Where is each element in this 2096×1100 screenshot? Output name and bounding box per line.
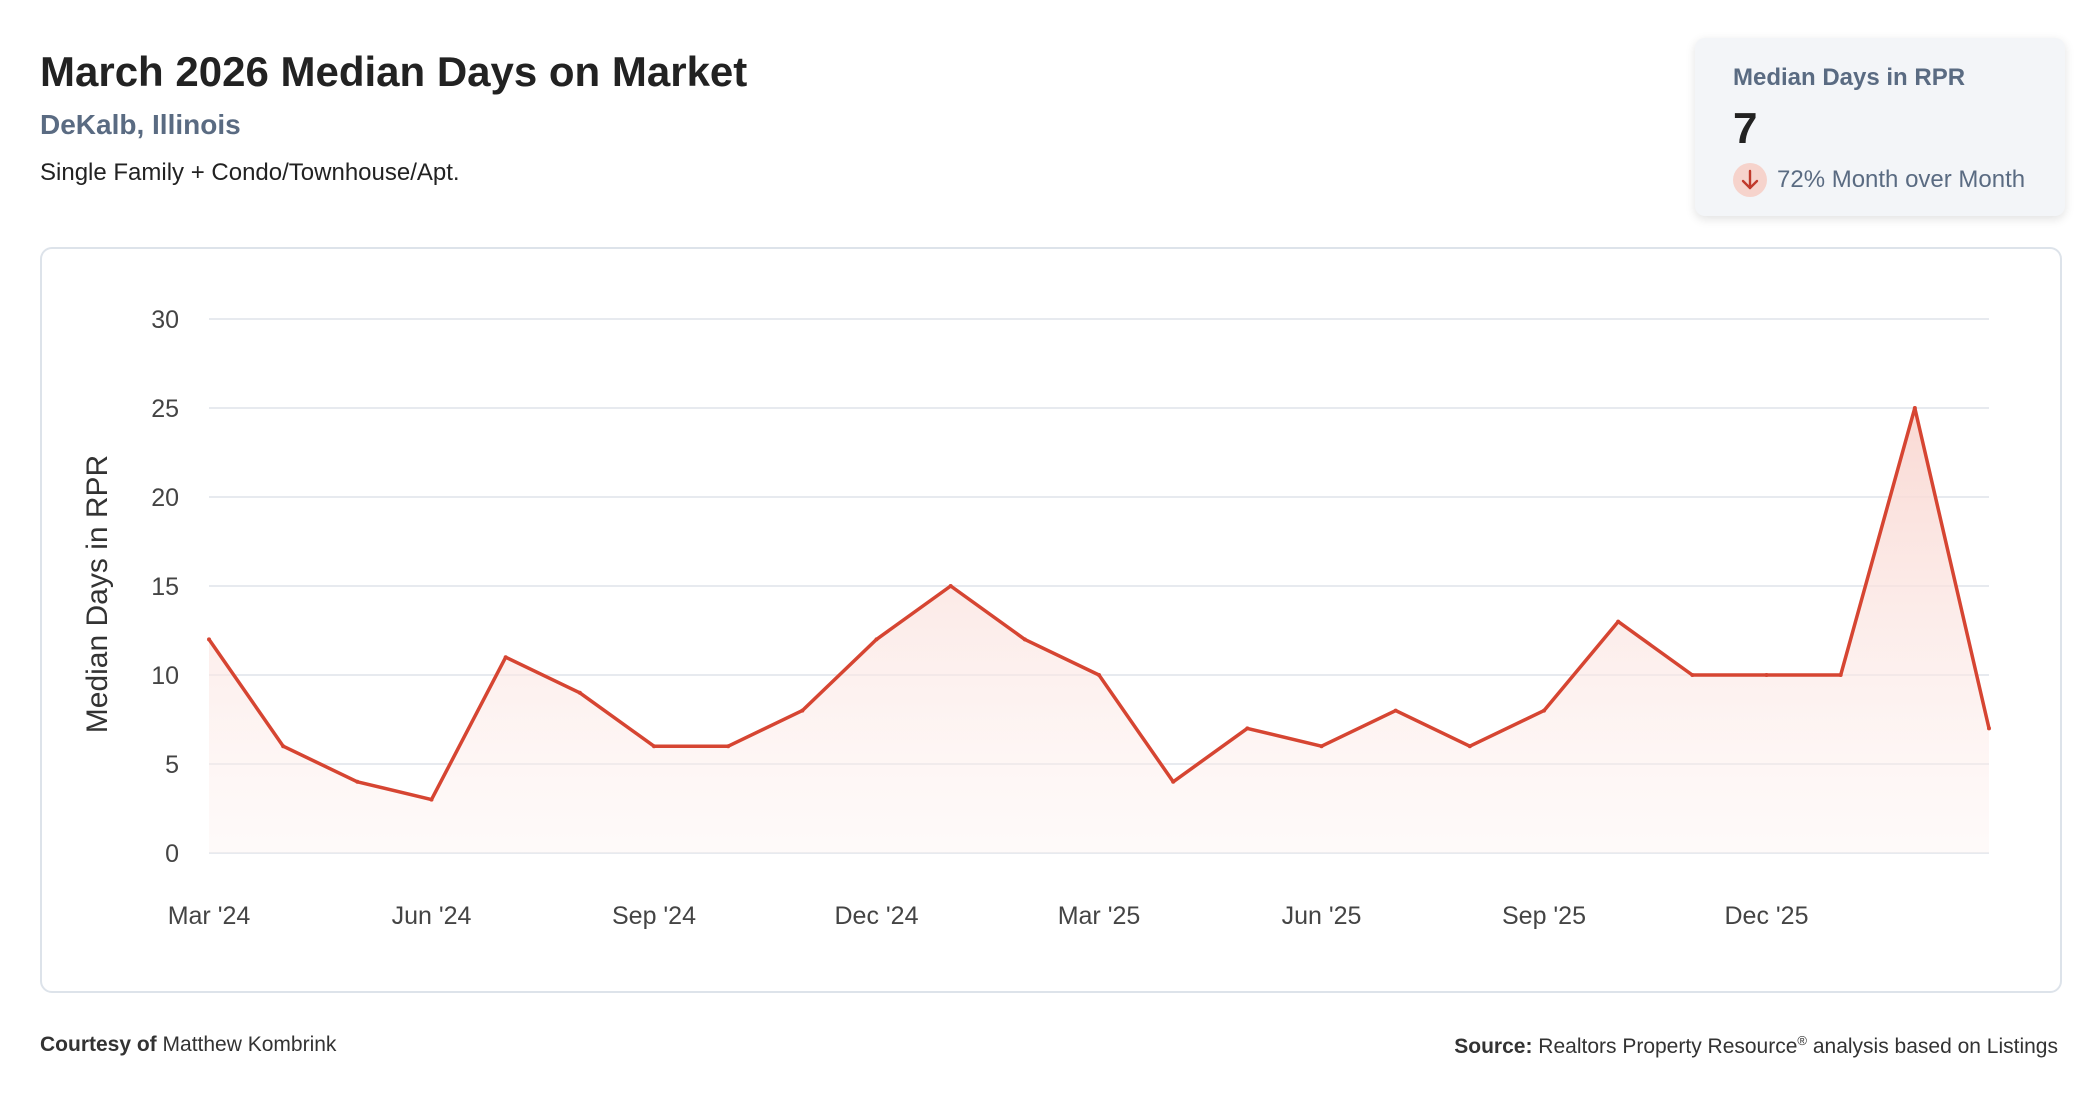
- data-point: [281, 744, 286, 749]
- data-point: [1097, 673, 1101, 677]
- data-point: [1467, 744, 1472, 749]
- data-point: [652, 744, 656, 749]
- source-text-suffix: analysis based on Listings: [1807, 1035, 2058, 1058]
- y-tick-label: 0: [165, 840, 179, 868]
- arrow-down-icon: [1733, 163, 1767, 197]
- x-tick-label: Dec '25: [1725, 902, 1809, 930]
- y-tick-label: 15: [151, 573, 179, 601]
- kpi-change: 72% Month over Month: [1733, 162, 2025, 198]
- data-point: [1542, 708, 1546, 713]
- location-label: DeKalb, Illinois: [40, 109, 241, 140]
- line-chart: 0 5 10 15 20 25 30 Mar '24 Jun '24 Sep '24 Dec '2…: [81, 306, 1991, 930]
- courtesy-name: Matthew Kombrink: [162, 1033, 337, 1056]
- page-title: March 2026 Median Days on Market: [40, 48, 748, 95]
- data-point: [429, 797, 434, 802]
- x-tick-label: Dec '24: [835, 902, 919, 930]
- x-tick-label: Jun '24: [392, 902, 472, 930]
- data-point: [874, 637, 879, 642]
- data-point: [1764, 673, 1769, 677]
- series-area: [209, 408, 1989, 853]
- data-point: [577, 690, 582, 695]
- x-tick-label: Mar '25: [1058, 902, 1141, 930]
- kpi-card: Median Days in RPR 7 72% Month over Mont…: [1695, 38, 2065, 216]
- x-tick-label: Jun '25: [1282, 902, 1362, 930]
- data-point: [1838, 673, 1843, 677]
- y-tick-label: 30: [151, 306, 179, 334]
- data-point: [207, 637, 211, 642]
- data-point: [1690, 673, 1695, 677]
- data-point: [948, 584, 953, 588]
- data-point: [1171, 779, 1176, 784]
- data-point: [726, 744, 731, 749]
- data-point: [800, 708, 805, 713]
- kpi-value: 7: [1733, 104, 1758, 153]
- courtesy-label: Courtesy of: [40, 1033, 157, 1056]
- property-type-subtitle: Single Family + Condo/Townhouse/Apt.: [40, 159, 460, 186]
- x-tick-label: Sep '24: [612, 902, 696, 930]
- y-tick-label: 5: [165, 751, 179, 779]
- source-label: Source:: [1454, 1035, 1533, 1058]
- registered-mark: ®: [1797, 1033, 1807, 1048]
- data-point: [1912, 406, 1917, 410]
- data-point: [1245, 726, 1250, 731]
- courtesy-credit: Courtesy of Matthew Kombrink: [40, 1033, 336, 1057]
- x-tick-label: Sep '25: [1502, 902, 1586, 930]
- kpi-label: Median Days in RPR: [1733, 64, 1966, 91]
- data-point: [1393, 708, 1398, 713]
- data-point: [1987, 726, 1991, 731]
- chart-container: 0 5 10 15 20 25 30 Mar '24 Jun '24 Sep '24 Dec '2…: [40, 247, 2062, 993]
- data-point: [355, 779, 360, 784]
- y-tick-label: 25: [151, 395, 179, 423]
- source-text: Realtors Property Resource: [1538, 1035, 1798, 1058]
- y-axis-title: Median Days in RPR: [81, 455, 114, 733]
- data-point: [1616, 619, 1621, 624]
- data-point: [1022, 637, 1027, 642]
- y-tick-label: 20: [151, 484, 179, 512]
- kpi-change-text: 72% Month over Month: [1777, 166, 2026, 193]
- y-tick-label: 10: [151, 662, 179, 690]
- data-point: [1319, 744, 1324, 749]
- source-credit: Source: Realtors Property Resource® anal…: [1454, 1033, 2058, 1059]
- x-tick-label: Mar '24: [168, 902, 251, 930]
- data-point: [503, 655, 508, 660]
